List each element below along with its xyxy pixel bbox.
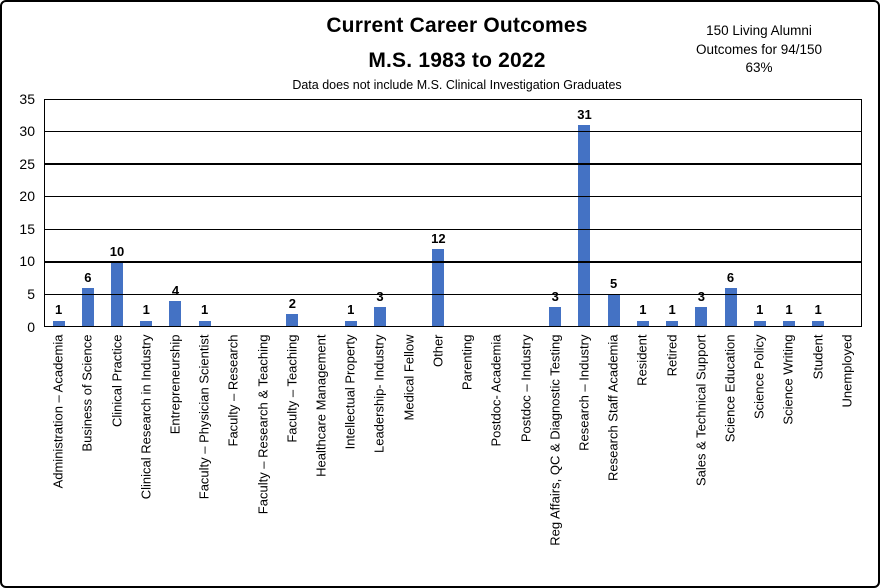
x-tick-label: Resident [634, 334, 650, 386]
x-tick-label: Administration – Academia [50, 334, 66, 488]
x-tick-label: Business of Science [79, 334, 95, 452]
bar-value-label: 1 [347, 302, 355, 318]
y-tick-label-5: 5 [27, 285, 35, 302]
x-tick-label: Science Writing [780, 334, 796, 425]
gridline-y30 [44, 130, 862, 133]
x-tick-label: Entrepreneurship [167, 334, 183, 434]
bar-value-label: 5 [610, 276, 618, 292]
x-tick-label: Medical Fellow [401, 334, 417, 420]
alumni-annotation: 150 Living Alumni Outcomes for 94/150 63… [670, 22, 848, 78]
bar-value-label: 6 [84, 269, 92, 285]
bar-value-label: 12 [431, 230, 446, 246]
bar-27 [812, 320, 825, 327]
y-tick-label-25: 25 [19, 155, 35, 172]
bar-value-label: 3 [551, 289, 559, 305]
x-tick-label: Faculty – Research [225, 334, 241, 446]
gridline-y15 [44, 228, 862, 230]
bar-26 [782, 320, 795, 327]
bar-value-label: 1 [54, 302, 63, 318]
bar-18 [549, 307, 562, 327]
x-tick-label: Other [430, 334, 446, 367]
gridline-y25 [44, 163, 862, 165]
bar-value-label: 3 [376, 289, 384, 305]
bar-value-label: 1 [814, 302, 822, 318]
bar-value-label: 10 [109, 243, 125, 259]
x-tick-label: Unemployed [839, 334, 855, 407]
gridline-y10 [44, 261, 862, 263]
x-tick-label: Science Policy [751, 334, 767, 419]
x-tick-label: Research – Industry [576, 334, 592, 451]
chart-title-line2: M.S. 1983 to 2022 [368, 49, 546, 72]
bar-value-label: 1 [201, 302, 209, 318]
y-tick-label-15: 15 [19, 220, 35, 237]
bar-23 [695, 307, 708, 327]
y-tick-label-0: 0 [27, 318, 35, 335]
bar-value-label: 1 [756, 302, 764, 318]
y-tick-label-20: 20 [19, 188, 35, 205]
chart-subtitle: Data does not include M.S. Clinical Inve… [292, 78, 622, 92]
chart-title: Current Career Outcomes M.S. 1983 to 202… [57, 8, 857, 78]
x-tick-label: Postdoc- Academia [488, 334, 504, 447]
plot-area: 1 6 10 1 4 1 2 1 3 12 3 31 5 1 1 3 6 1 1 1 [44, 99, 862, 327]
gridline-y5 [44, 293, 862, 296]
bar-6 [198, 320, 211, 327]
x-tick-label: Parenting [459, 334, 475, 390]
bar-value-label: 4 [171, 282, 180, 298]
bar-value-label: 2 [288, 295, 296, 311]
y-tick-label-10: 10 [19, 253, 35, 270]
bar-2 [81, 287, 94, 327]
y-tick-label-30: 30 [19, 123, 35, 140]
bar-12 [373, 307, 386, 327]
x-tick-label: Faculty – Teaching [284, 334, 300, 443]
x-tick-label: Faculty – Research & Teaching [255, 334, 271, 514]
bar-5 [169, 300, 182, 327]
bar-14 [432, 248, 445, 327]
x-tick-label: Research Staff Academia [605, 334, 621, 481]
bar-value-label: 3 [697, 289, 705, 305]
bar-value-label: 1 [142, 302, 150, 318]
bar-9 [286, 313, 299, 327]
bar-19 [578, 125, 591, 327]
bar-1 [52, 320, 65, 327]
bar-22 [666, 320, 679, 327]
bar-value-label: 31 [577, 107, 592, 123]
x-tick-label: Clinical Research in Industry [138, 334, 154, 499]
bar-20 [607, 294, 620, 327]
bar-21 [636, 320, 649, 327]
gridline-y20 [44, 196, 862, 198]
x-tick-label: Retired [664, 334, 680, 376]
x-tick-label: Intellectual Property [342, 334, 358, 449]
alumni-annotation-line2: Outcomes for 94/150 [695, 41, 823, 57]
bar-4 [140, 320, 153, 327]
x-tick-label: Science Education [722, 334, 738, 442]
x-tick-label: Clinical Practice [109, 334, 125, 427]
alumni-annotation-line3: 63% [745, 60, 773, 75]
x-tick-label: Healthcare Management [313, 334, 329, 477]
bar-value-label: 1 [668, 302, 676, 318]
bar-11 [344, 320, 357, 327]
x-tick-label: Sales & Technical Support [693, 334, 709, 486]
alumni-annotation-line1: 150 Living Alumni [706, 23, 812, 38]
x-tick-label: Student [810, 334, 826, 379]
bar-25 [753, 320, 766, 327]
bar-value-label: 1 [639, 302, 647, 318]
x-tick-label: Postdoc – Industry [518, 334, 534, 442]
x-tick-label: Leadership- Industry [371, 334, 387, 453]
x-tick-label: Faculty – Physician Scientist [196, 334, 212, 499]
bar-value-label: 6 [726, 269, 735, 285]
bar-value-label: 1 [785, 302, 793, 318]
x-tick-label: Reg Affairs, QC & Diagnostic Testing [547, 334, 563, 546]
bar-24 [724, 287, 737, 327]
chart-title-line1: Current Career Outcomes [326, 14, 588, 37]
y-tick-label-35: 35 [19, 90, 35, 107]
